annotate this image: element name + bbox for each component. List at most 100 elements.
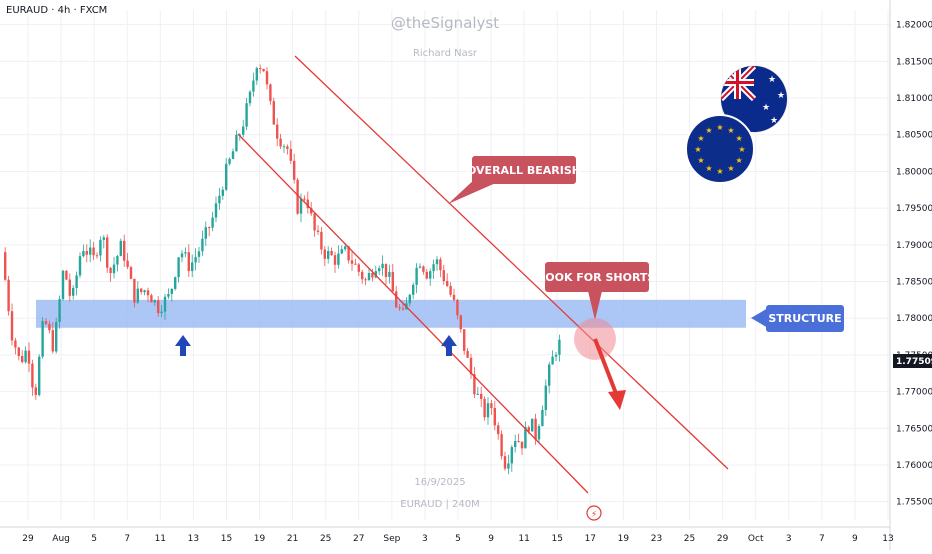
candle-body (299, 198, 303, 214)
candle-body (133, 278, 136, 303)
au-flag-icon: ★ ★ ★ ★ (720, 65, 788, 133)
candle-body (89, 247, 92, 255)
price-tick-label: 1.80500 (896, 131, 932, 141)
watermark-brand: @theSignalyst (391, 14, 499, 32)
candle-body (483, 398, 486, 418)
candle-body (303, 198, 306, 200)
candle-body (194, 256, 197, 263)
watermark-date: 16/9/2025 (414, 477, 465, 488)
candle-body (354, 263, 357, 265)
candle-body (371, 273, 374, 278)
candle-body (221, 189, 224, 196)
candle-body (41, 321, 44, 357)
projection-head (608, 390, 626, 410)
swing-low-arrow-1 (175, 335, 191, 356)
candle-body (68, 279, 71, 296)
candle-body (109, 267, 112, 274)
candle-body (27, 350, 31, 364)
arrow-1-stem (180, 345, 186, 356)
candle-body (446, 281, 449, 287)
candle-body (174, 277, 177, 289)
candle-body (276, 124, 279, 139)
time-tick-label: 7 (124, 534, 130, 544)
time-tick-label: 9 (852, 534, 858, 544)
time-tick-label: 29 (22, 534, 34, 544)
candle-body (340, 249, 343, 254)
candle-body (225, 163, 228, 190)
svg-text:★: ★ (762, 103, 770, 113)
look-for-shorts-box (545, 262, 649, 292)
candle-body (282, 146, 286, 148)
time-tick-label: 25 (320, 534, 331, 544)
candle-body (381, 263, 384, 269)
candle-body (527, 427, 530, 432)
candle-body (262, 68, 265, 72)
price-tick-label: 1.80000 (896, 167, 932, 177)
watermark: @theSignalyst Richard Nasr 16/9/2025 EUR… (391, 14, 499, 510)
candle-body (78, 256, 82, 276)
candle-body (10, 311, 14, 341)
structure-callout: STRUCTURE (751, 305, 844, 332)
candle-body (357, 264, 360, 272)
look-for-shorts-label: LOOK FOR SHORTS (539, 271, 656, 284)
eu-star: ★ (697, 156, 704, 165)
candle-body (245, 103, 248, 127)
candle-body (58, 299, 61, 322)
candle-body (211, 217, 214, 228)
svg-text:★: ★ (777, 91, 785, 101)
candle-body (333, 255, 337, 265)
candle-body (361, 271, 364, 280)
candle-body (208, 227, 211, 229)
candle-body (452, 294, 456, 300)
candle-body (34, 387, 37, 395)
candle-body (21, 356, 24, 363)
candle-body (384, 263, 388, 277)
candle-body (514, 441, 517, 448)
candle-body (92, 247, 95, 256)
candle-body (7, 279, 10, 312)
eu-star: ★ (694, 145, 701, 154)
candle-body (177, 257, 180, 278)
projection-shaft (593, 338, 619, 397)
candle-body (391, 272, 394, 292)
candle-body (153, 300, 156, 303)
candle-body (167, 293, 170, 297)
candle-body (408, 294, 411, 304)
candle-body (313, 213, 316, 231)
candle-body (497, 425, 500, 435)
svg-text:⚡: ⚡ (591, 510, 597, 520)
candle-body (24, 350, 27, 363)
candle-body (123, 240, 126, 261)
eu-star: ★ (716, 167, 723, 176)
candle-body (146, 290, 150, 296)
candle-body (463, 329, 466, 351)
current-price-value: 1.77509 (896, 357, 932, 367)
lightning-icon: ⚡ (586, 505, 602, 521)
watermark-pair: EURAUD | 240M (400, 499, 479, 510)
time-tick-label: 27 (353, 534, 364, 544)
candle-body (476, 393, 479, 395)
candle-body (116, 256, 119, 265)
candle-body (48, 323, 51, 331)
candle-body (337, 253, 340, 265)
symbol-header: EURAUD · 4h · FXCM (6, 5, 108, 16)
candle-body (517, 441, 520, 443)
time-tick-label: 3 (422, 534, 428, 544)
price-axis: 1.82000 1.81500 1.81000 1.80500 1.80000 1.795… (889, 0, 932, 550)
price-tick-label: 1.82000 (896, 21, 932, 31)
candle-body (4, 252, 7, 280)
candle-body (503, 456, 507, 469)
candle-body (459, 315, 462, 330)
candle-body (473, 374, 476, 395)
candle-body (466, 350, 469, 358)
candle-body (31, 363, 34, 388)
candle-body (293, 160, 296, 180)
candle-body (531, 418, 534, 432)
candle-body (449, 286, 452, 295)
time-tick-label: 19 (254, 534, 266, 544)
candle-body (184, 252, 187, 254)
candle-body (558, 339, 561, 355)
candle-body (61, 270, 65, 300)
candle-body (500, 434, 503, 457)
time-tick-label: Oct (748, 534, 764, 544)
